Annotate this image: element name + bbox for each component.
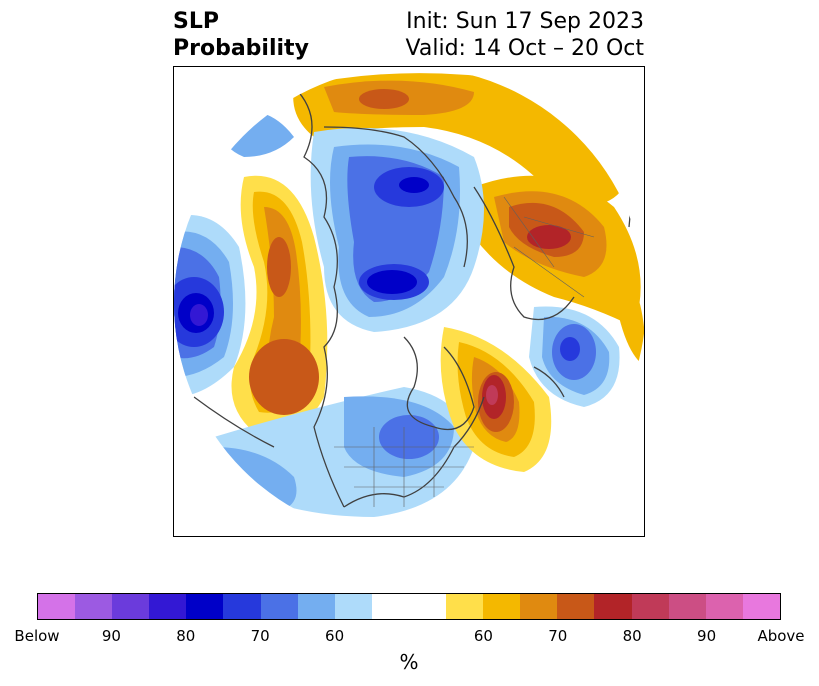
colorbar-segment [149, 594, 187, 619]
colorbar-segment [742, 594, 780, 619]
colorbar-segment [520, 594, 558, 619]
colorbar-segment [408, 594, 447, 619]
colorbar-tick-label: 80 [176, 627, 196, 645]
forecast-dates: Init: Sun 17 Sep 2023 Valid: 14 Oct – 20… [406, 8, 644, 62]
map-title: SLP Probability [173, 8, 309, 62]
colorbar-tick-label: Above [757, 627, 805, 645]
colorbar-tick-label: 90 [101, 627, 121, 645]
colorbar-segment [594, 594, 632, 619]
colorbar-segment [112, 594, 150, 619]
anomaly-atlantic-above [440, 327, 552, 472]
colorbar-segment [446, 594, 484, 619]
colorbar-segment [483, 594, 521, 619]
anomaly-aleutian-below [174, 215, 246, 397]
colorbar-unit: % [399, 650, 419, 674]
map-canvas [174, 67, 644, 536]
probability-map [173, 66, 645, 537]
colorbar-segment [705, 594, 743, 619]
colorbar-segment [631, 594, 669, 619]
colorbar-tick-label: 60 [325, 627, 345, 645]
colorbar-segment [557, 594, 595, 619]
anomaly-arctic-below [310, 127, 484, 332]
anomaly-europe-above [614, 267, 644, 367]
init-date: Init: Sun 17 Sep 2023 [406, 9, 644, 34]
colorbar-segment [186, 594, 224, 619]
colorbar-segment [260, 594, 298, 619]
variable-label: SLP [173, 9, 219, 34]
product-label: Probability [173, 36, 309, 61]
anomaly-pacific-above [231, 175, 328, 433]
anomaly-iceland-below [529, 306, 620, 407]
colorbar-tick-label: 70 [250, 627, 270, 645]
colorbar-segment [668, 594, 706, 619]
colorbar-tick-label: 80 [622, 627, 642, 645]
colorbar [37, 593, 781, 620]
colorbar-segment [297, 594, 335, 619]
colorbar-tick-label: 70 [548, 627, 568, 645]
colorbar-segment [75, 594, 113, 619]
colorbar-segment [223, 594, 261, 619]
borders [334, 196, 595, 507]
colorbar-tick-label: 60 [473, 627, 493, 645]
colorbar-segment [371, 594, 409, 619]
colorbar-tick-label: 90 [697, 627, 717, 645]
colorbar-segment [38, 594, 76, 619]
valid-dates: Valid: 14 Oct – 20 Oct [405, 36, 644, 61]
colorbar-tick-label: Below [14, 627, 60, 645]
colorbar-segment [334, 594, 372, 619]
